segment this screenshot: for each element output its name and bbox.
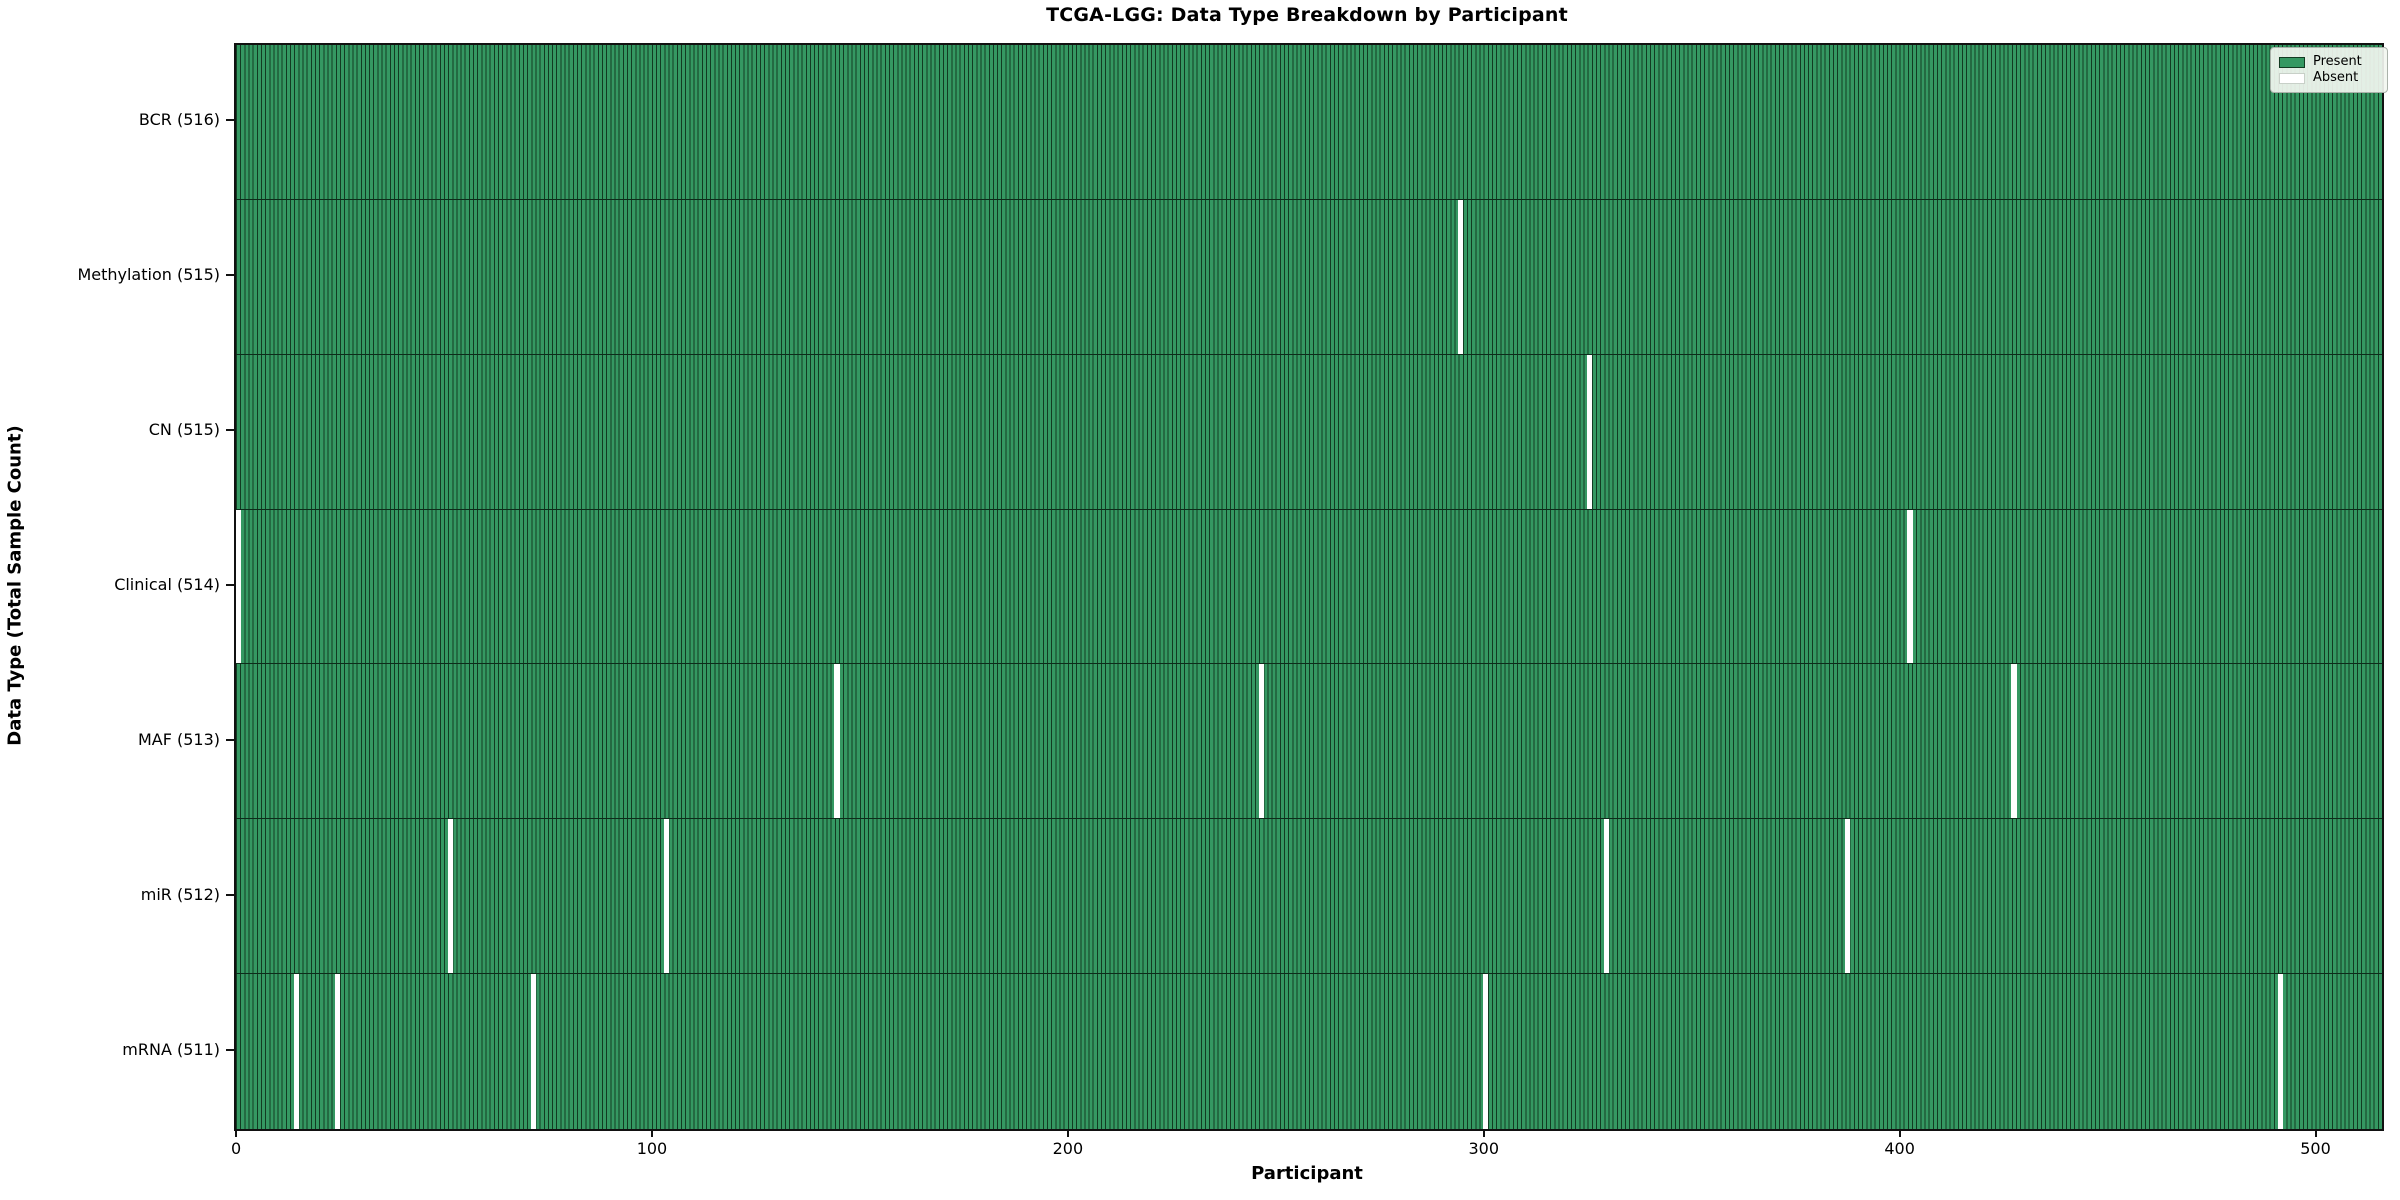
absent-cell-clinical-0 (235, 509, 241, 664)
legend-present-label: Present (2313, 54, 2362, 69)
absent-cell-clinical-402 (1907, 509, 1913, 664)
y-tick-mark (226, 584, 234, 586)
legend-entry-absent: Absent (2279, 70, 2379, 86)
absent-cell-mrna-491 (2277, 974, 2283, 1129)
absent-cell-mir-329 (1603, 819, 1609, 974)
y-tick-label-methylation: Methylation (515) (77, 265, 220, 285)
absent-cell-cn-325 (1587, 354, 1593, 509)
y-tick-label-mrna: mRNA (511) (122, 1039, 220, 1059)
heatmap-row-mir (236, 819, 2382, 975)
x-tick-label-0: 0 (230, 1139, 242, 1158)
absent-cell-methylation-294 (1458, 199, 1464, 354)
y-tick-label-mir: miR (512) (140, 884, 220, 904)
plot-area (234, 43, 2384, 1131)
legend-absent-swatch (2279, 72, 2305, 84)
heatmap-row-cn (236, 354, 2382, 510)
x-tick-mark (235, 1129, 238, 1137)
x-axis-label: Participant (1251, 1163, 1363, 1184)
x-tick-label-300: 300 (1468, 1139, 1500, 1158)
legend-absent-label: Absent (2313, 70, 2359, 85)
x-tick-mark (650, 1129, 653, 1137)
x-tick-label-500: 500 (2300, 1139, 2331, 1158)
absent-cell-mir-51 (447, 819, 453, 974)
absent-cell-maf-427 (2011, 664, 2017, 819)
x-tick-label-400: 400 (1884, 1139, 1915, 1158)
x-tick-mark (1066, 1129, 1069, 1137)
y-tick-label-bcr: BCR (516) (138, 110, 220, 130)
heatmap-row-bcr (236, 45, 2382, 200)
absent-cell-mrna-300 (1483, 974, 1489, 1129)
absent-cell-mir-103 (663, 819, 670, 974)
x-tick-mark (2314, 1129, 2317, 1137)
y-tick-label-clinical: Clinical (514) (114, 575, 220, 594)
x-tick-mark (1898, 1129, 1901, 1137)
absent-cell-mrna-14 (293, 974, 299, 1129)
absent-cell-maf-144 (834, 664, 840, 819)
y-tick-label-maf: MAF (513) (137, 729, 220, 749)
chart-title: TCGA-LGG: Data Type Breakdown by Partici… (1046, 4, 1568, 26)
y-tick-mark (226, 738, 234, 741)
absent-cell-mrna-24 (335, 974, 341, 1129)
y-tick-mark (226, 1048, 234, 1051)
y-tick-mark (226, 274, 234, 277)
y-tick-label-cn: CN (515) (148, 420, 220, 440)
y-tick-mark (226, 893, 234, 896)
absent-cell-maf-246 (1258, 664, 1264, 819)
y-tick-mark (226, 119, 234, 122)
heatmap-row-methylation (236, 199, 2382, 355)
heatmap-row-maf (236, 664, 2382, 820)
legend-present-swatch (2279, 56, 2305, 68)
heatmap-row-mrna (236, 974, 2382, 1129)
legend-entry-present: Present (2279, 54, 2379, 70)
heatmap-row-clinical (235, 509, 2382, 665)
x-tick-label-200: 200 (1052, 1139, 1084, 1158)
absent-cell-mrna-71 (530, 974, 536, 1129)
absent-cell-mir-387 (1845, 819, 1851, 974)
x-tick-mark (1482, 1129, 1485, 1137)
y-tick-mark (226, 429, 234, 432)
legend: Present Absent (2270, 47, 2388, 93)
x-tick-label-100: 100 (636, 1139, 668, 1158)
